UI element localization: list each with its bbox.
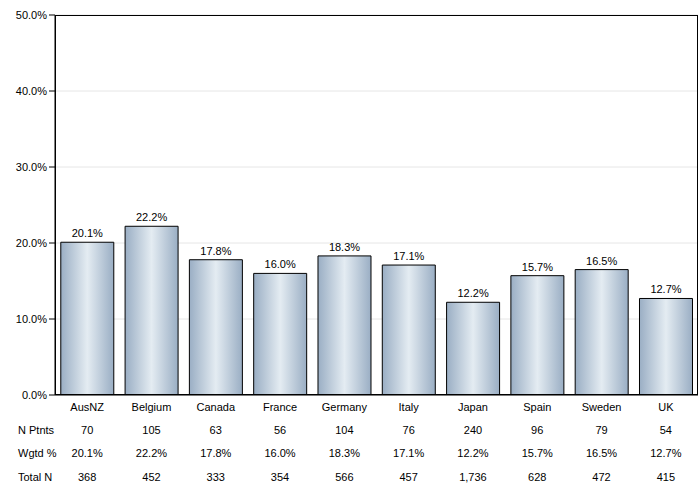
svg-text:20.1%: 20.1% — [72, 227, 103, 239]
svg-text:Canada: Canada — [196, 401, 235, 413]
html-text:16.5%: 16.5% — [585, 447, 618, 459]
html-text:79: 79 — [595, 424, 608, 436]
html-text:1,736: 1,736 — [459, 471, 487, 483]
html-text:76: 76 — [402, 424, 415, 436]
svg-text:16.5%: 16.5% — [586, 255, 617, 267]
svg-text:Japan: Japan — [458, 401, 488, 413]
html-text:17.8%: 17.8% — [200, 447, 232, 459]
html-text:16.0%: 16.0% — [264, 447, 296, 459]
svg-text:AusNZ: AusNZ — [70, 401, 104, 413]
svg-text:Belgium: Belgium — [132, 401, 172, 413]
html-text:566: 566 — [335, 471, 354, 483]
html-text:63: 63 — [209, 424, 222, 436]
html-text:240: 240 — [463, 424, 483, 436]
html-text:56: 56 — [273, 424, 287, 436]
html-text:457: 457 — [399, 471, 418, 483]
html-text:472: 472 — [592, 471, 611, 483]
svg-text:10.0%: 10.0% — [16, 313, 47, 325]
svg-text:France: France — [263, 401, 297, 413]
svg-text:40.0%: 40.0% — [16, 85, 47, 97]
svg-text:12.7%: 12.7% — [650, 283, 681, 295]
html-text:54: 54 — [659, 424, 672, 436]
html-text:105: 105 — [142, 424, 161, 436]
html-text:Wgtd %: Wgtd % — [18, 447, 57, 459]
html-text:Total N: Total N — [18, 471, 53, 483]
html-text:17.1%: 17.1% — [393, 447, 425, 459]
html-text:70: 70 — [81, 424, 94, 436]
html-text:20.1%: 20.1% — [71, 447, 103, 459]
svg-text:30.0%: 30.0% — [16, 161, 47, 173]
svg-text:Italy: Italy — [399, 401, 420, 413]
svg-text:22.2%: 22.2% — [136, 211, 167, 223]
html-text:415: 415 — [656, 471, 675, 483]
html-text:333: 333 — [206, 471, 225, 483]
svg-text:17.1%: 17.1% — [393, 250, 424, 262]
html-text:N Ptnts: N Ptnts — [18, 424, 55, 436]
html-text:628: 628 — [528, 471, 547, 483]
html-text:18.3%: 18.3% — [328, 447, 360, 459]
svg-text:18.3%: 18.3% — [329, 241, 360, 253]
html-text:452: 452 — [142, 471, 161, 483]
html-text:22.2%: 22.2% — [135, 447, 167, 459]
html-text:12.7%: 12.7% — [650, 447, 682, 459]
html-text:96: 96 — [531, 424, 544, 436]
html-text:12.2%: 12.2% — [457, 447, 489, 459]
svg-text:20.0%: 20.0% — [16, 237, 47, 249]
html-text:15.7%: 15.7% — [521, 447, 553, 459]
svg-text:UK: UK — [658, 401, 674, 413]
html-text:354: 354 — [270, 471, 290, 483]
html-text:104: 104 — [335, 424, 354, 436]
svg-text:12.2%: 12.2% — [457, 287, 488, 299]
svg-text:Germany: Germany — [322, 401, 368, 413]
svg-text:15.7%: 15.7% — [522, 261, 553, 273]
svg-text:Spain: Spain — [523, 401, 551, 413]
svg-text:16.0%: 16.0% — [265, 258, 296, 270]
svg-text:17.8%: 17.8% — [200, 245, 231, 257]
svg-text:Sweden: Sweden — [582, 401, 622, 413]
svg-text:50.0%: 50.0% — [16, 9, 47, 21]
html-text:368: 368 — [78, 471, 97, 483]
svg-text:0.0%: 0.0% — [22, 389, 47, 401]
